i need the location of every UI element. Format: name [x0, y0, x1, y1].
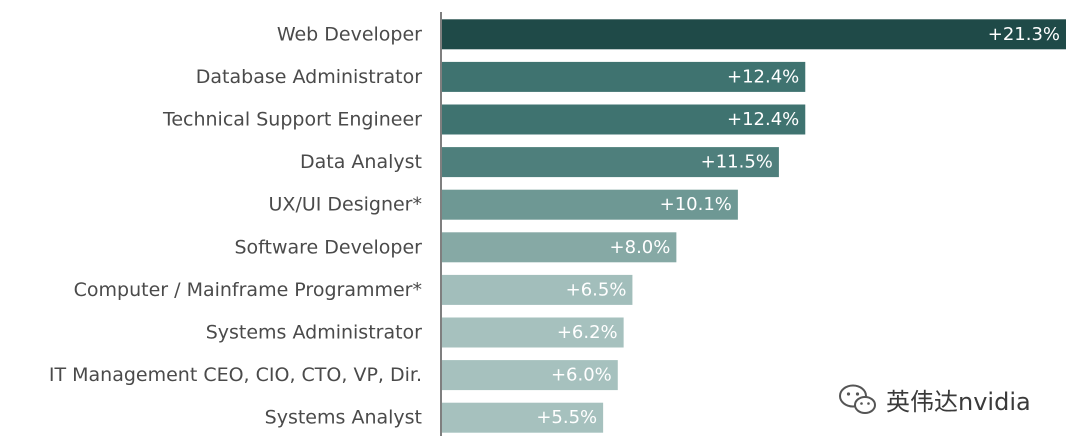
bar: [442, 232, 677, 263]
category-label: Systems Analyst: [265, 407, 422, 429]
bar: [442, 360, 618, 391]
category-label: UX/UI Designer*: [269, 194, 422, 216]
watermark: 英伟达nvidia: [838, 382, 1031, 417]
bar-value-label: +21.3%: [988, 24, 1060, 45]
wechat-icon: [839, 384, 876, 414]
category-label: Data Analyst: [300, 151, 422, 173]
bar-value-label: +12.4%: [727, 109, 799, 130]
bar-value-label: +12.4%: [727, 66, 799, 87]
bar-value-label: +10.1%: [660, 194, 732, 215]
category-label: Database Administrator: [196, 66, 422, 88]
bar: [442, 189, 738, 220]
bar: [442, 19, 1066, 50]
bar: [442, 402, 604, 433]
bars-group: +21.3% +12.4% +12.4% +11.5% +10.1% +8.0% +6.5%…: [442, 19, 1066, 433]
bar: [442, 104, 806, 135]
bar-value-label: +6.2%: [557, 322, 618, 343]
bar-value-label: +5.5%: [536, 407, 597, 428]
watermark-text: 英伟达nvidia: [886, 388, 1031, 416]
bar: [442, 61, 806, 92]
bar-value-label: +8.0%: [610, 237, 671, 258]
category-label: Software Developer: [234, 236, 422, 258]
category-label: Web Developer: [277, 23, 422, 45]
bar-value-label: +6.5%: [566, 279, 627, 300]
category-label: IT Management CEO, CIO, CTO, VP, Dir.: [49, 364, 422, 386]
bar-value-label: +6.0%: [551, 365, 612, 386]
category-label: Systems Administrator: [206, 322, 422, 344]
category-label: Technical Support Engineer: [162, 109, 422, 131]
bar: [442, 317, 624, 348]
bar-value-label: +11.5%: [701, 152, 773, 173]
category-label: Computer / Mainframe Programmer*: [74, 279, 422, 301]
category-labels-group: Web Developer Database Administrator Techn…: [49, 23, 422, 428]
bar: [442, 274, 633, 305]
bar: [442, 147, 779, 178]
